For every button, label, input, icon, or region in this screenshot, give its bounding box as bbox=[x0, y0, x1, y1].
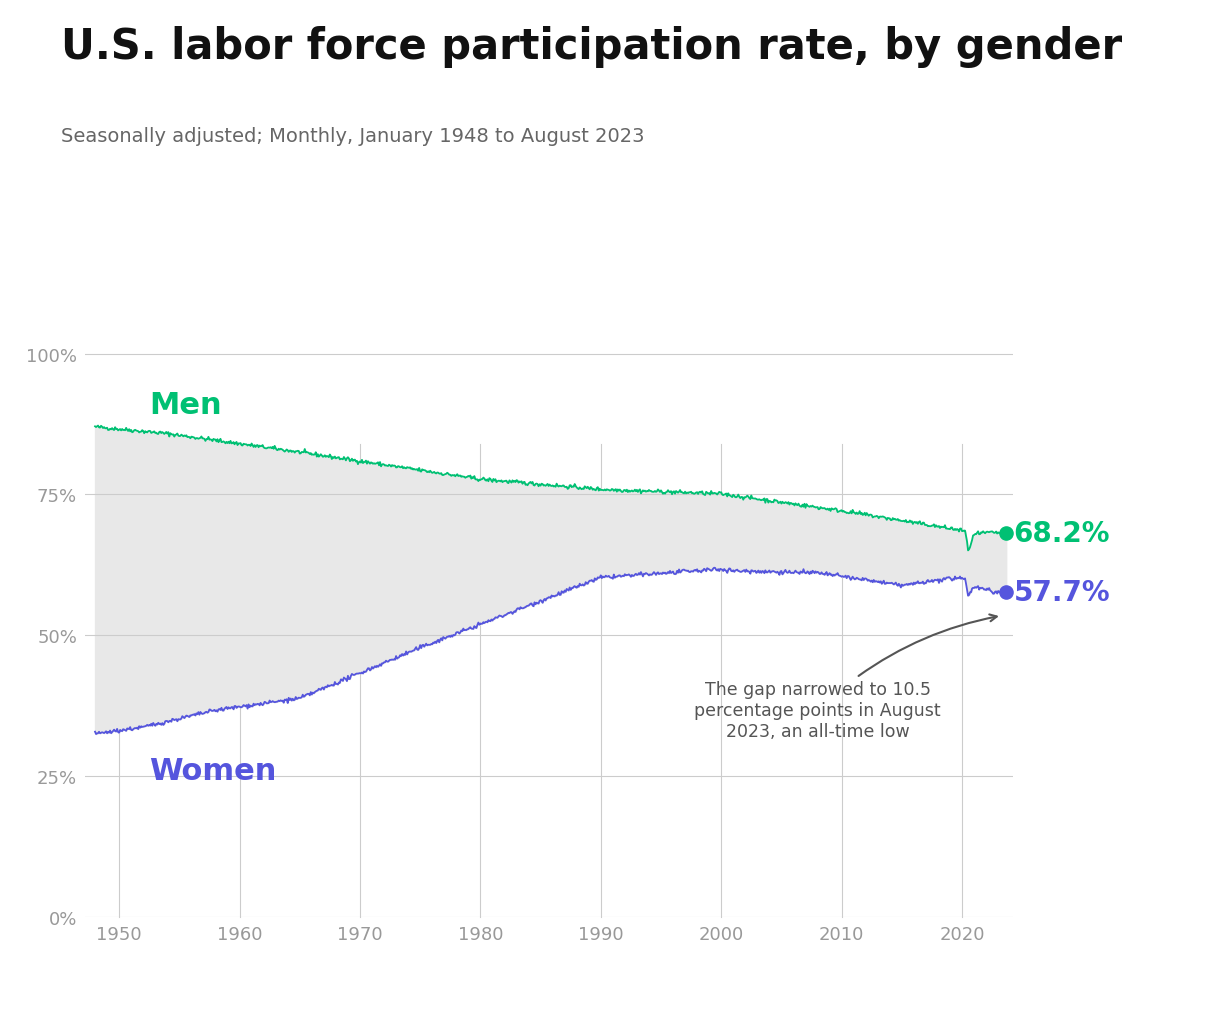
Text: U.S. labor force participation rate, by gender: U.S. labor force participation rate, by … bbox=[61, 25, 1122, 67]
Text: 57.7%: 57.7% bbox=[1014, 579, 1110, 606]
Point bbox=[997, 525, 1016, 541]
Point bbox=[997, 584, 1016, 600]
Text: Men: Men bbox=[149, 390, 222, 420]
Text: Seasonally adjusted; Monthly, January 1948 to August 2023: Seasonally adjusted; Monthly, January 19… bbox=[61, 127, 644, 147]
Text: 68.2%: 68.2% bbox=[1014, 520, 1110, 547]
Text: The gap narrowed to 10.5
percentage points in August
2023, an all-time low: The gap narrowed to 10.5 percentage poin… bbox=[694, 614, 997, 740]
Text: Women: Women bbox=[149, 756, 277, 786]
